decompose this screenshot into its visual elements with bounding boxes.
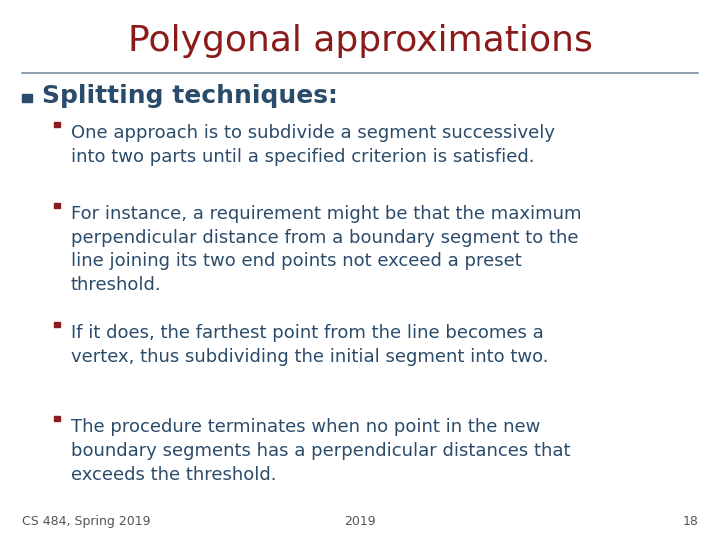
- Text: Polygonal approximations: Polygonal approximations: [127, 24, 593, 58]
- Text: One approach is to subdivide a segment successively
into two parts until a speci: One approach is to subdivide a segment s…: [71, 124, 554, 166]
- Bar: [54, 416, 60, 421]
- Text: 18: 18: [683, 515, 698, 528]
- Text: Splitting techniques:: Splitting techniques:: [42, 84, 338, 108]
- Bar: [54, 322, 60, 327]
- Text: If it does, the farthest point from the line becomes a
vertex, thus subdividing : If it does, the farthest point from the …: [71, 324, 548, 366]
- Text: CS 484, Spring 2019: CS 484, Spring 2019: [22, 515, 150, 528]
- Bar: [54, 203, 60, 208]
- Text: The procedure terminates when no point in the new
boundary segments has a perpen: The procedure terminates when no point i…: [71, 418, 570, 484]
- Text: 2019: 2019: [344, 515, 376, 528]
- Bar: [54, 122, 60, 127]
- Text: For instance, a requirement might be that the maximum
perpendicular distance fro: For instance, a requirement might be tha…: [71, 205, 581, 294]
- Bar: [22, 94, 32, 102]
